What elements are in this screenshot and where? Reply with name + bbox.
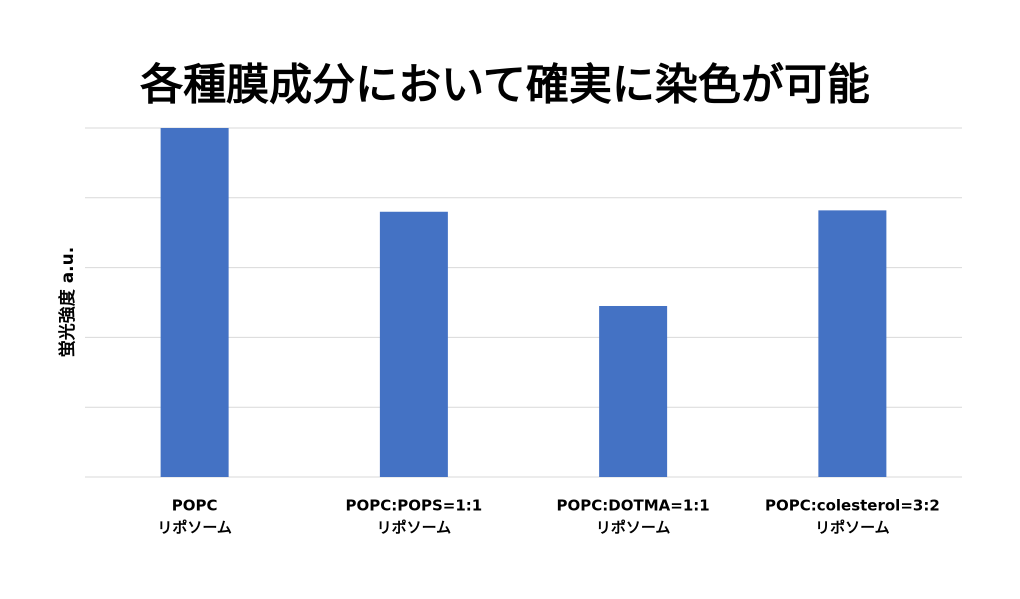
x-tick-label: POPC:colesterol=3:2 <box>765 497 940 515</box>
x-tick-label: POPC <box>172 497 218 515</box>
x-tick-label: リポソーム <box>815 519 890 537</box>
bar <box>599 305 668 477</box>
bar <box>160 128 229 477</box>
y-axis-label: 蛍光強度 a.u. <box>57 247 78 357</box>
x-tick-label: リポソーム <box>377 519 452 537</box>
bar <box>379 211 448 477</box>
x-tick-label: リポソーム <box>157 519 232 537</box>
x-tick-label: POPC:POPS=1:1 <box>346 497 483 515</box>
bar <box>818 210 887 477</box>
x-tick-label: リポソーム <box>596 519 671 537</box>
chart-title: 各種膜成分において確実に染色が可能 <box>140 61 870 111</box>
x-tick-label: POPC:DOTMA=1:1 <box>557 497 710 515</box>
